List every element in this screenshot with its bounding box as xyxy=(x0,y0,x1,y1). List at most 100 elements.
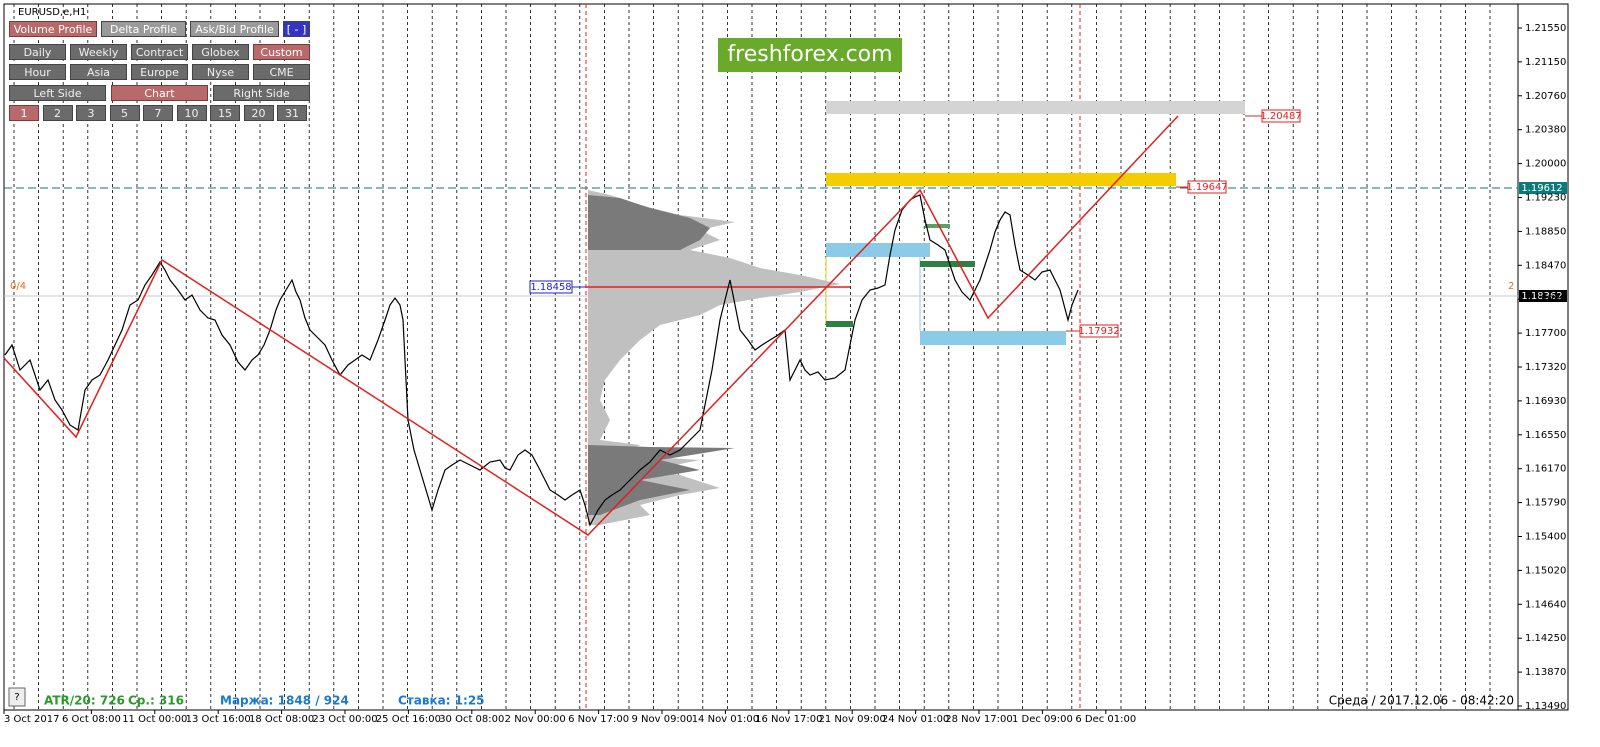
toolbar-button[interactable]: [ - ] xyxy=(283,21,310,37)
toolbar-button[interactable]: Custom xyxy=(253,44,310,60)
price-label: 1.18080 xyxy=(1525,294,1566,305)
time-label: 16 Nov 17:00 xyxy=(755,714,822,725)
time-label: 28 Nov 17:00 xyxy=(945,714,1012,725)
time-label: 9 Nov 09:00 xyxy=(631,714,692,725)
grid xyxy=(13,4,1491,710)
toolbar-button[interactable]: 1 xyxy=(9,105,39,121)
toolbar-button[interactable]: Asia xyxy=(70,64,127,80)
average: Ср.: 316 xyxy=(128,694,184,708)
level-label-box xyxy=(529,280,573,294)
watermark: freshforex.com xyxy=(718,38,902,72)
green-zone xyxy=(925,224,950,228)
toolbar-button[interactable]: Ask/Bid Profile xyxy=(190,21,279,37)
price-label: 1.17320 xyxy=(1525,362,1566,373)
time-label: 11 Oct 00:00 xyxy=(122,714,187,725)
toolbar-button[interactable]: 3 xyxy=(76,105,106,121)
price-label: 1.13490 xyxy=(1525,701,1566,712)
time-label: 13 Oct 16:00 xyxy=(186,714,251,725)
time-label: 6 Nov 17:00 xyxy=(568,714,629,725)
toolbar-button[interactable]: 15 xyxy=(210,105,240,121)
toolbar-button[interactable]: 5 xyxy=(109,105,140,121)
level-label: 1.17932 xyxy=(1078,326,1119,337)
time-label: 18 Oct 08:00 xyxy=(249,714,314,725)
price-label: 1.16930 xyxy=(1525,396,1566,407)
time-label: 1 Dec 09:00 xyxy=(1012,714,1073,725)
price-label: 1.15790 xyxy=(1525,498,1566,509)
price-tag-label: 1.19612 xyxy=(1521,183,1562,194)
price-label: 1.14250 xyxy=(1525,633,1566,644)
volume-profile xyxy=(588,190,840,525)
time-label: 2 Nov 00:00 xyxy=(505,714,566,725)
symbol: EURUSD,e,H1 xyxy=(18,7,86,18)
toolbar-button[interactable]: Left Side xyxy=(9,85,106,101)
price-label: 1.14640 xyxy=(1525,599,1566,610)
margin: Маржа: 1848 / 924 xyxy=(220,694,349,708)
price-label: 1.21550 xyxy=(1525,23,1566,34)
price-tag xyxy=(1519,290,1567,302)
yellow-zone xyxy=(826,173,1176,186)
time-label: 3 Oct 2017 xyxy=(4,714,59,725)
toolbar-button[interactable]: 20 xyxy=(243,105,274,121)
price-label: 1.18470 xyxy=(1525,260,1566,271)
time-label: 6 Dec 01:00 xyxy=(1075,714,1136,725)
toolbar-button[interactable]: 2 xyxy=(42,105,73,121)
toolbar-button[interactable]: Nyse xyxy=(192,64,249,80)
toolbar-button[interactable]: Chart xyxy=(111,85,208,101)
price-label: 1.20000 xyxy=(1525,159,1566,170)
toolbar-button[interactable]: Delta Profile xyxy=(101,21,186,37)
time-label: 21 Nov 09:00 xyxy=(818,714,885,725)
help-button[interactable] xyxy=(8,687,26,707)
price-label: 1.16170 xyxy=(1525,464,1566,475)
price-tag xyxy=(1519,182,1567,194)
time-label: 23 Oct 00:00 xyxy=(312,714,377,725)
zigzag xyxy=(3,115,1179,536)
time-label: 6 Oct 08:00 xyxy=(62,714,121,725)
toolbar-button[interactable]: Contract xyxy=(131,44,188,60)
toolbar-button[interactable]: CME xyxy=(253,64,310,80)
level-label: 1.19647 xyxy=(1186,182,1227,193)
price-label: 1.15400 xyxy=(1525,532,1566,543)
price-label: 1.17700 xyxy=(1525,328,1566,339)
level-label: 1.20487 xyxy=(1260,111,1301,122)
price-tag-label: 1.18362 xyxy=(1521,291,1562,302)
green-zone xyxy=(920,261,975,267)
toolbar-button[interactable]: Globex xyxy=(192,44,249,60)
counter: 2 xyxy=(1508,281,1514,292)
toolbar-button[interactable]: Europe xyxy=(131,64,188,80)
toolbar-button[interactable]: Weekly xyxy=(70,44,127,60)
time-label: 25 Oct 16:00 xyxy=(376,714,441,725)
price-label: 1.20380 xyxy=(1525,125,1566,136)
level-label-box xyxy=(1261,109,1301,123)
price-label: 1.18850 xyxy=(1525,226,1566,237)
volume-profile-va xyxy=(588,195,710,250)
blue-zone xyxy=(826,243,930,257)
time-label: 30 Oct 08:00 xyxy=(439,714,504,725)
price-label: 1.21150 xyxy=(1525,57,1566,68)
toolbar-button[interactable]: 31 xyxy=(277,105,307,121)
level-label: 1.18458 xyxy=(530,282,571,293)
counter: 0/4 xyxy=(10,281,26,292)
price-label: 1.20760 xyxy=(1525,91,1566,102)
blue-zone xyxy=(920,331,1066,345)
price-label: 1.13870 xyxy=(1525,667,1566,678)
upper-zone xyxy=(826,101,1245,114)
help-label[interactable]: ? xyxy=(14,692,19,703)
time-label: 14 Nov 01:00 xyxy=(692,714,759,725)
toolbar-button[interactable]: 10 xyxy=(176,105,207,121)
toolbar-button[interactable]: Right Side xyxy=(213,85,310,101)
leverage: Ставка: 1:25 xyxy=(398,694,485,708)
time-label: 24 Nov 01:00 xyxy=(882,714,949,725)
level-label-box xyxy=(1079,324,1119,338)
toolbar-button[interactable]: Hour xyxy=(9,64,66,80)
toolbar-button[interactable]: 7 xyxy=(143,105,173,121)
toolbar-button[interactable]: Daily xyxy=(9,44,66,60)
price-scale xyxy=(1517,3,1569,711)
price-label: 1.16550 xyxy=(1525,430,1566,441)
price-label: 1.19230 xyxy=(1525,193,1566,204)
toolbar-button[interactable]: Volume Profile xyxy=(9,21,97,37)
server-time: Среда / 2017.12.06 - 08:42:20 xyxy=(1329,694,1514,708)
price-label: 1.15020 xyxy=(1525,565,1566,576)
level-label-box xyxy=(1187,180,1227,194)
